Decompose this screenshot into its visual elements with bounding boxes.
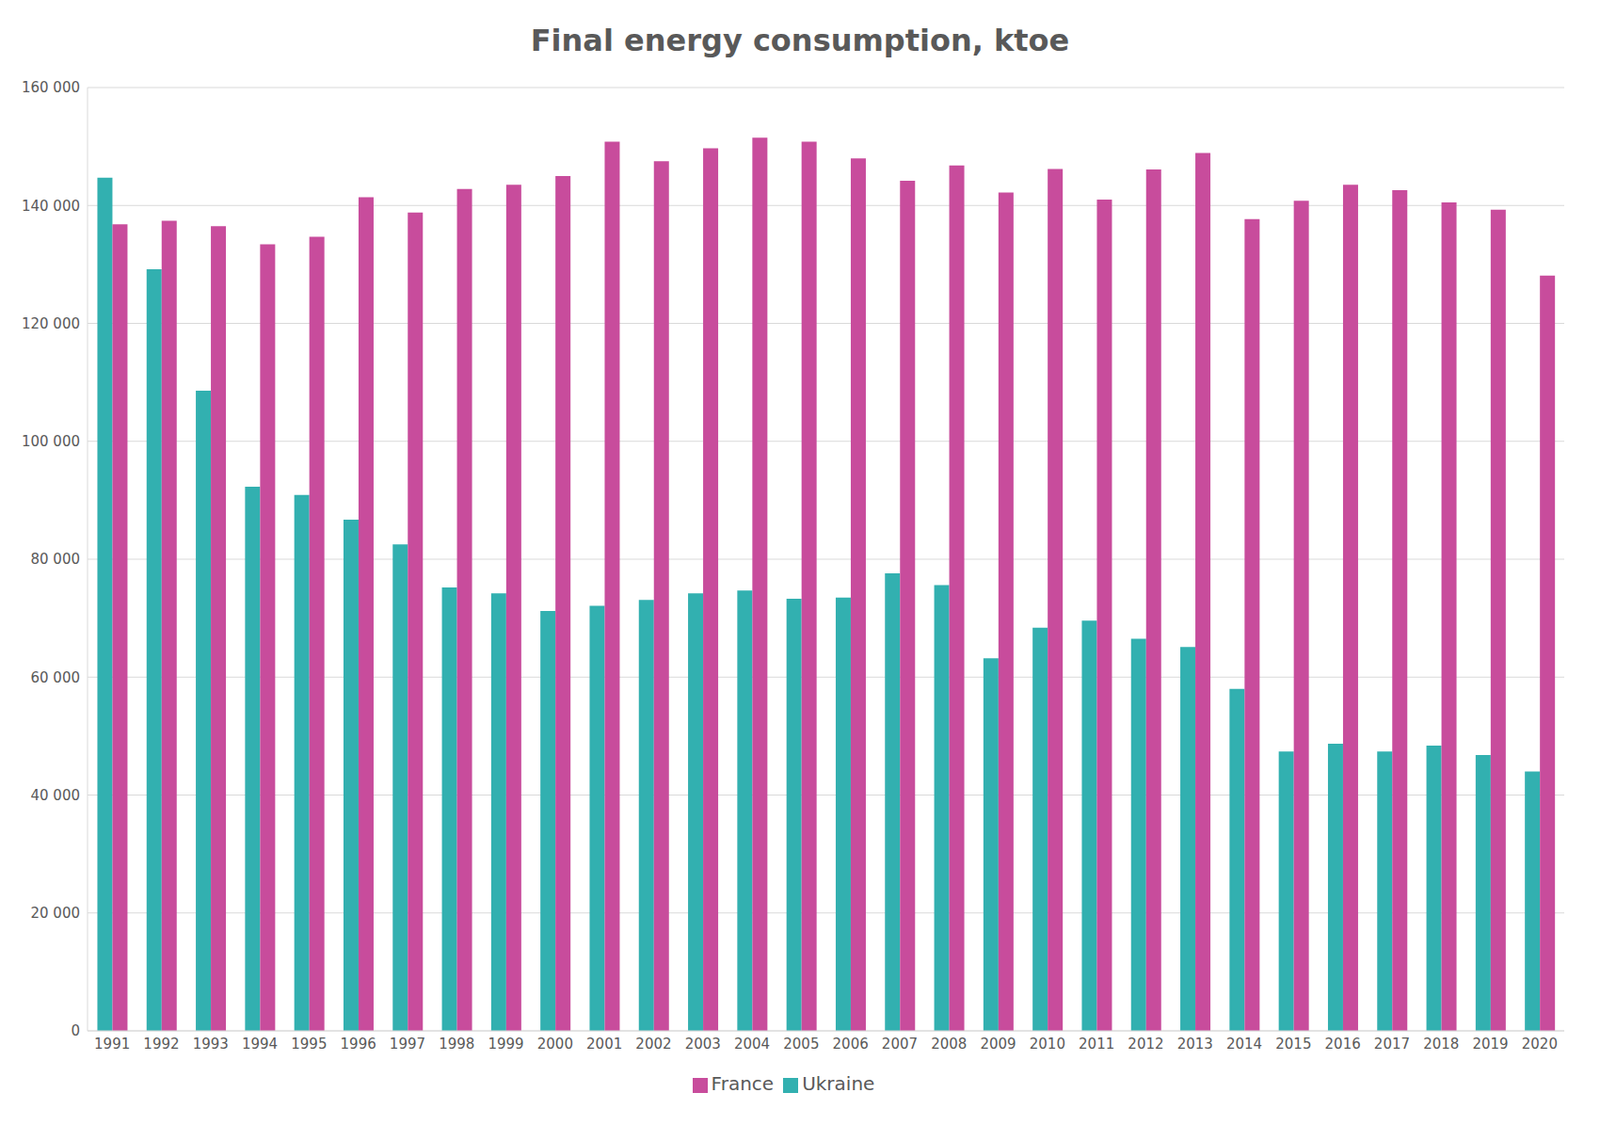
svg-text:1996: 1996	[340, 1035, 377, 1053]
svg-text:2017: 2017	[1374, 1035, 1410, 1053]
svg-text:2001: 2001	[586, 1035, 623, 1053]
svg-text:1998: 1998	[438, 1035, 475, 1053]
svg-text:40 000: 40 000	[31, 786, 81, 804]
svg-text:20 000: 20 000	[31, 904, 81, 922]
svg-text:1994: 1994	[241, 1035, 278, 1053]
svg-text:2020: 2020	[1521, 1035, 1558, 1053]
svg-text:140 000: 140 000	[21, 197, 80, 215]
svg-text:2015: 2015	[1275, 1035, 1312, 1053]
svg-text:1999: 1999	[487, 1035, 524, 1053]
svg-text:1997: 1997	[389, 1035, 426, 1053]
svg-text:1993: 1993	[192, 1035, 229, 1053]
svg-text:2004: 2004	[734, 1035, 770, 1053]
svg-text:2007: 2007	[881, 1035, 918, 1053]
html-text:Ukraine: Ukraine	[801, 1072, 875, 1095]
svg-text:2003: 2003	[685, 1035, 721, 1053]
svg-text:60 000: 60 000	[31, 669, 81, 687]
svg-text:160 000: 160 000	[21, 79, 80, 96]
svg-text:2008: 2008	[930, 1035, 967, 1053]
svg-text:1991: 1991	[94, 1035, 130, 1053]
svg-text:1995: 1995	[290, 1035, 327, 1053]
svg-text:100 000: 100 000	[21, 432, 80, 450]
svg-text:2013: 2013	[1177, 1035, 1214, 1053]
svg-text:2009: 2009	[979, 1035, 1016, 1053]
svg-text:2012: 2012	[1127, 1035, 1164, 1053]
html-text:France: France	[711, 1072, 774, 1095]
svg-text:80 000: 80 000	[31, 550, 81, 568]
svg-text:120 000: 120 000	[21, 315, 80, 333]
svg-text:2006: 2006	[832, 1035, 869, 1053]
svg-text:1992: 1992	[143, 1035, 179, 1053]
svg-text:2016: 2016	[1325, 1035, 1361, 1053]
svg-text:2000: 2000	[537, 1035, 574, 1053]
svg-text:2014: 2014	[1226, 1035, 1263, 1053]
svg-text:0: 0	[70, 1022, 80, 1040]
svg-text:2002: 2002	[635, 1035, 672, 1053]
svg-text:2005: 2005	[783, 1035, 819, 1053]
svg-text:2011: 2011	[1078, 1035, 1115, 1053]
svg-text:2018: 2018	[1423, 1035, 1459, 1053]
html-text:Final energy consumption, ktoe: Final energy consumption, ktoe	[530, 22, 1070, 59]
svg-text:2019: 2019	[1472, 1035, 1508, 1053]
svg-text:2010: 2010	[1029, 1035, 1066, 1053]
